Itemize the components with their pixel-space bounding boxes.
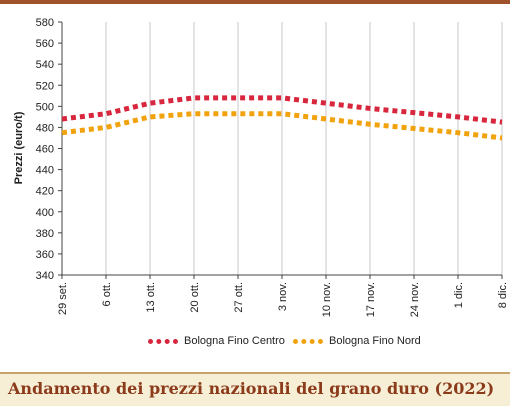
- footer-banner: Andamento dei prezzi nazionali del grano…: [0, 372, 510, 406]
- y-tick-label-400: 400: [36, 207, 54, 219]
- x-tick-label-9: 1 dic.: [453, 282, 465, 308]
- y-tick-label-380: 380: [36, 228, 54, 240]
- line-chart: 340360380400420440460480500520540560580 …: [13, 17, 509, 317]
- y-tick-label-460: 460: [36, 144, 54, 156]
- legend-label-nord: Bologna Fino Nord: [329, 335, 421, 347]
- legend-label-centro: Bologna Fino Centro: [184, 335, 285, 347]
- x-tick-label-1: 6 ott.: [101, 282, 113, 306]
- legend: Bologna Fino Centro Bologna Fino Nord: [0, 330, 510, 352]
- x-tick-label-6: 10 nov.: [321, 282, 333, 317]
- top-border: [0, 0, 510, 4]
- legend-swatch-centro: [148, 338, 178, 344]
- y-tick-label-500: 500: [36, 101, 54, 113]
- series-line-0: [61, 95, 503, 125]
- x-tick-label-3: 20 ott.: [189, 282, 201, 313]
- series-lines: [61, 95, 503, 141]
- x-tick-label-0: 29 set.: [57, 282, 69, 315]
- y-tick-label-360: 360: [36, 249, 54, 261]
- x-tick-label-7: 17 nov.: [365, 282, 377, 317]
- y-tick-label-340: 340: [36, 270, 54, 282]
- x-tick-label-10: 8 dic.: [497, 282, 509, 308]
- x-axis: 29 set. 6 ott. 13 ott. 20 ott. 27 ott. 3 nov.…: [57, 274, 509, 317]
- y-tick-label-480: 480: [36, 122, 54, 134]
- y-tick-label-540: 540: [36, 59, 54, 71]
- y-axis: 340 360 380 400 420 440 460 480 500 520 540 560 580: [36, 17, 63, 282]
- series-line-1: [61, 111, 503, 141]
- y-axis-label: Prezzi (euro/t): [13, 111, 25, 184]
- x-tick-label-4: 27 ott.: [233, 282, 245, 313]
- y-tick-label-580: 580: [36, 17, 54, 29]
- x-tick-label-2: 13 ott.: [145, 282, 157, 313]
- y-tick-label-440: 440: [36, 165, 54, 177]
- y-tick-label-560: 560: [36, 38, 54, 50]
- grid-lines: [61, 22, 503, 275]
- chart-title: Andamento dei prezzi nazionali del grano…: [8, 379, 495, 398]
- legend-item-centro: Bologna Fino Centro: [148, 330, 285, 352]
- x-tick-label-8: 24 nov.: [409, 282, 421, 317]
- legend-item-nord: Bologna Fino Nord: [293, 330, 421, 352]
- x-tick-label-5: 3 nov.: [277, 282, 289, 311]
- y-tick-label-520: 520: [36, 80, 54, 92]
- y-tick-label-420: 420: [36, 186, 54, 198]
- legend-swatch-nord: [293, 338, 323, 344]
